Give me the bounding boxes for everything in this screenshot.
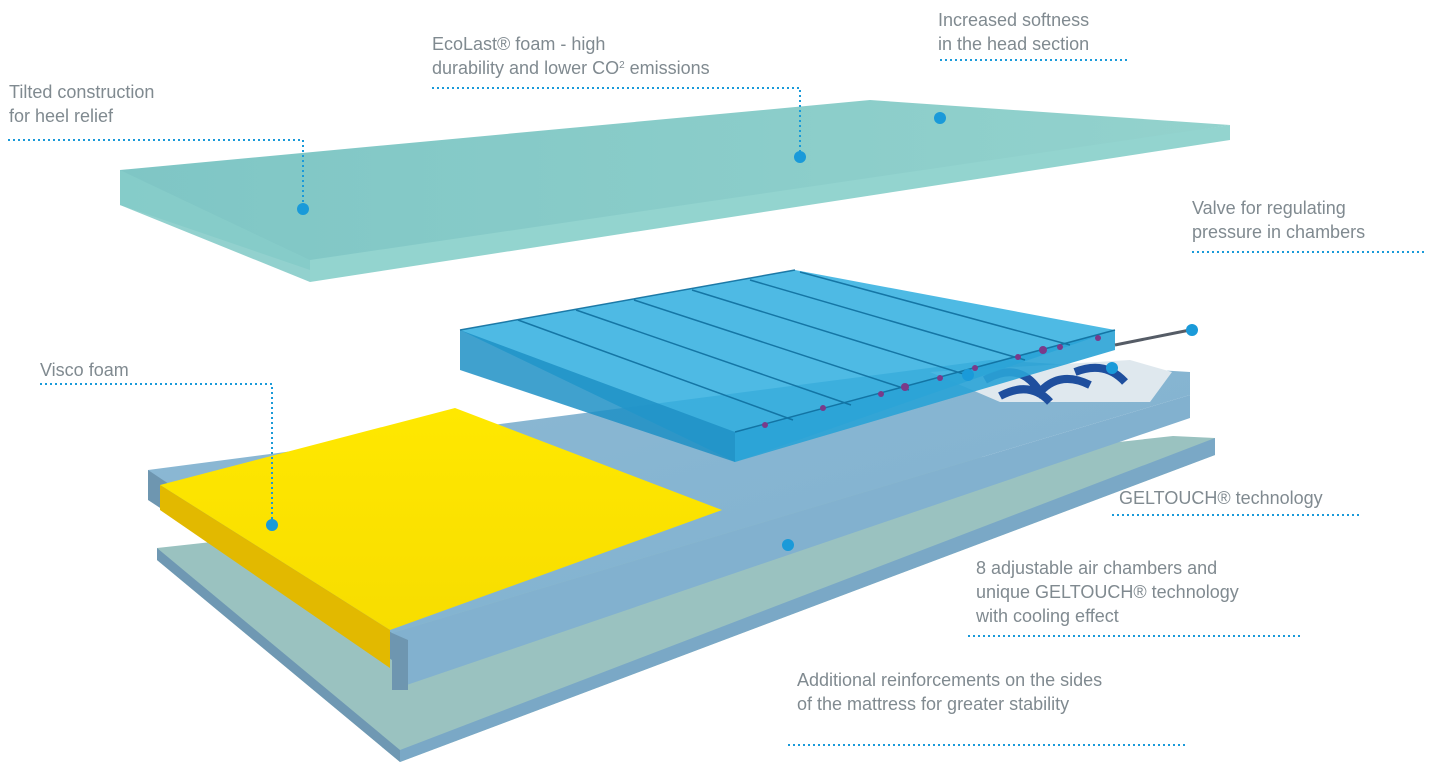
dot-geltouch: [1106, 362, 1118, 374]
callout-dots: [266, 112, 1198, 551]
label-ecolast-line-2-suffix: emissions: [624, 58, 710, 78]
label-valve-line-1: Valve for regulating: [1192, 198, 1346, 218]
bottom-foam-slab: [157, 436, 1215, 762]
label-visco-line-1: Visco foam: [40, 360, 129, 380]
label-air-chambers: 8 adjustable air chambers and unique GEL…: [976, 556, 1239, 628]
visco-foam-block: [160, 408, 722, 668]
label-valve-line-2: pressure in chambers: [1192, 222, 1366, 242]
label-reinforcements: Additional reinforcements on the sides o…: [797, 668, 1102, 716]
label-visco-foam: Visco foam: [40, 358, 129, 382]
label-reinforcements-line-1: Additional reinforcements on the sides: [797, 670, 1103, 690]
label-tilted-line-1: Tilted construction: [9, 82, 155, 102]
label-valve: Valve for regulating pressure in chamber…: [1192, 196, 1365, 244]
co2-subscript: 2: [619, 60, 625, 71]
label-chambers-line-2: unique GELTOUCH® technology: [976, 582, 1239, 602]
label-chambers-line-1: 8 adjustable air chambers and: [976, 558, 1218, 578]
label-softness-line-2: in the head section: [938, 34, 1090, 54]
label-ecolast-line-2: durability and lower CO: [432, 58, 620, 78]
label-chambers-line-3: with cooling effect: [976, 606, 1119, 626]
dot-ecolast: [794, 151, 806, 163]
label-geltouch-line-1: GELTOUCH® technology: [1119, 488, 1323, 508]
label-increased-softness: Increased softness in the head section: [938, 8, 1089, 56]
label-geltouch-technology: GELTOUCH® technology: [1119, 486, 1323, 510]
label-tilted-construction: Tilted construction for heel relief: [9, 80, 154, 128]
top-foam-layer: [120, 100, 1230, 282]
label-tilted-line-2: for heel relief: [9, 106, 114, 126]
leader-visco: [40, 383, 273, 525]
dot-softness: [934, 112, 946, 124]
label-ecolast-line-1: EcoLast® foam - high: [432, 34, 606, 54]
leader-lines: [8, 59, 1425, 746]
label-reinforcements-line-2: of the mattress for greater stability: [797, 694, 1070, 714]
dot-chambers: [962, 369, 974, 381]
dot-reinforcements: [782, 539, 794, 551]
dot-tilted: [297, 203, 309, 215]
leader-tilted: [8, 139, 304, 209]
air-chambers: [459, 269, 1191, 462]
dot-visco: [266, 519, 278, 531]
label-ecolast-foam: EcoLast® foam - high durability and lowe…: [432, 32, 710, 80]
dot-valve: [1186, 324, 1198, 336]
label-softness-line-1: Increased softness: [938, 10, 1090, 30]
